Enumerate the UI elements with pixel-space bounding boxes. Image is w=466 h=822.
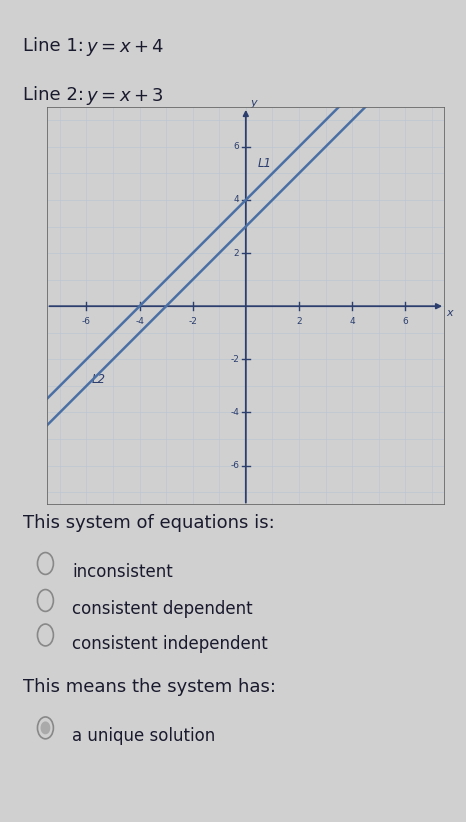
Text: 2: 2 <box>233 248 239 257</box>
Text: Line 1:: Line 1: <box>23 37 90 55</box>
Text: L2: L2 <box>92 372 106 386</box>
Text: consistent independent: consistent independent <box>72 635 268 653</box>
Text: y: y <box>251 99 257 109</box>
Text: 4: 4 <box>233 196 239 205</box>
Text: L1: L1 <box>258 158 272 170</box>
Text: -2: -2 <box>188 316 197 326</box>
Circle shape <box>41 722 50 733</box>
Text: 6: 6 <box>233 142 239 151</box>
Text: -6: -6 <box>230 461 239 470</box>
Text: -4: -4 <box>230 408 239 417</box>
Text: -2: -2 <box>230 355 239 364</box>
Text: -4: -4 <box>135 316 144 326</box>
Text: 2: 2 <box>296 316 302 326</box>
Text: consistent dependent: consistent dependent <box>72 600 253 618</box>
Text: -6: -6 <box>82 316 91 326</box>
Text: inconsistent: inconsistent <box>72 563 173 581</box>
Text: 6: 6 <box>402 316 408 326</box>
Text: 4: 4 <box>349 316 355 326</box>
Text: This means the system has:: This means the system has: <box>23 678 276 696</box>
Text: $y=x+4$: $y=x+4$ <box>86 37 164 58</box>
Text: x: x <box>446 307 453 318</box>
Text: a unique solution: a unique solution <box>72 727 215 746</box>
Text: Line 2:: Line 2: <box>23 86 90 104</box>
Text: $y=x+3$: $y=x+3$ <box>86 86 164 108</box>
Text: This system of equations is:: This system of equations is: <box>23 514 275 532</box>
